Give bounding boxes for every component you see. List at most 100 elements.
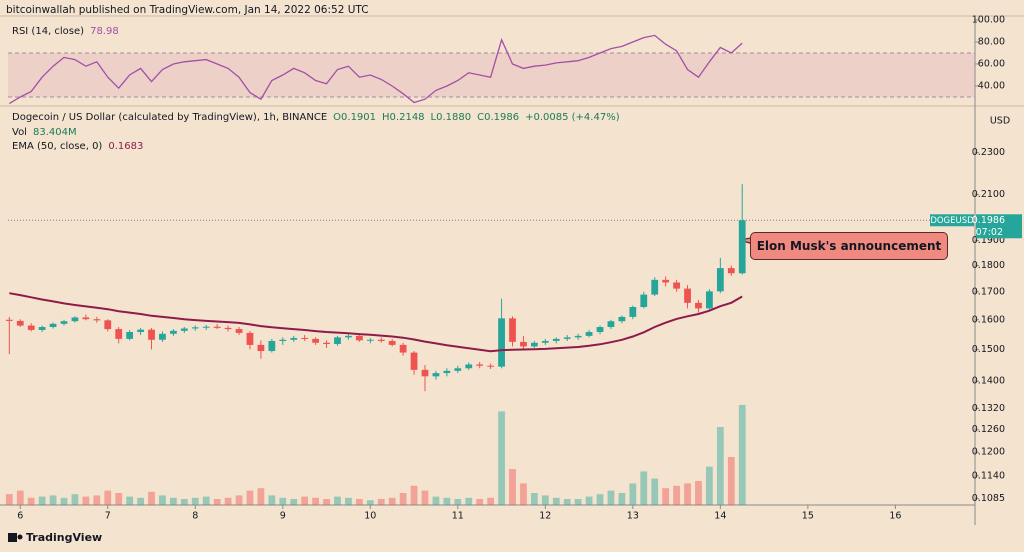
volume-bar: [618, 493, 626, 505]
candle-body: [520, 341, 527, 347]
time-tick-label: 7: [105, 511, 111, 522]
volume-bar: [5, 494, 13, 505]
price-tick-label: 0.1260: [972, 424, 1005, 435]
candle-body: [279, 339, 287, 341]
volume-bar: [563, 499, 571, 505]
volume-bar: [377, 499, 385, 505]
candle-body: [421, 369, 429, 377]
candle-body: [695, 302, 702, 309]
price-tick-label: 0.1900: [972, 235, 1005, 246]
publisher: bitcoinwallah published on TradingView.c…: [6, 4, 369, 16]
candle-body: [246, 332, 254, 345]
candle-body: [640, 294, 648, 307]
candle-body: [673, 282, 680, 289]
volume-bar: [159, 495, 166, 505]
candle-body: [465, 364, 473, 369]
candle-body: [148, 329, 155, 340]
volume-bar: [115, 493, 123, 505]
rsi-line: [8, 34, 743, 105]
volume-legend: Vol 83.404M: [12, 127, 83, 138]
volume-bar: [104, 490, 112, 505]
low-label: L0.1880: [430, 112, 472, 123]
candle-body: [530, 342, 538, 347]
rsi-tick-label: 80.00: [978, 36, 1005, 47]
change-label: +0.0085 (+4.47%): [525, 112, 620, 123]
candle-body: [27, 325, 35, 330]
symbol-tag-label: DOGEUSD: [930, 216, 974, 226]
volume-bar: [323, 499, 330, 505]
volume-bar: [520, 483, 527, 505]
volume-bar: [454, 499, 462, 505]
volume-bar: [148, 491, 155, 505]
candle-body: [607, 321, 615, 328]
volume-bar: [684, 483, 691, 505]
candle-body: [126, 332, 134, 339]
rsi-title: RSI (14, close): [12, 26, 85, 37]
volume-bar: [334, 496, 341, 505]
close-label: C0.1986: [477, 112, 520, 123]
candle-body: [498, 318, 505, 367]
candle-body: [454, 368, 462, 371]
ema-value: 0.1683: [108, 141, 144, 152]
volume-bar: [366, 500, 374, 505]
candle-body: [257, 344, 265, 352]
candle-body: [662, 279, 670, 283]
logo: [8, 533, 23, 542]
volume-bar: [257, 488, 265, 505]
symbol-title: Dogecoin / US Dollar (calculated by Trad…: [12, 112, 328, 123]
volume-bar: [443, 497, 451, 505]
candle-body: [716, 268, 724, 292]
volume-bar: [607, 490, 615, 505]
volume-bar: [574, 499, 582, 505]
time-tick-label: 15: [802, 511, 814, 522]
price-tick-label: 0.1500: [972, 344, 1005, 355]
volume-bar: [530, 493, 538, 505]
volume-bar: [738, 404, 746, 505]
volume-bar: [312, 497, 319, 505]
candle-body: [60, 321, 68, 324]
volume-bar: [727, 457, 735, 505]
candle-body: [432, 373, 440, 377]
candle-body: [323, 342, 330, 344]
volume-bar: [71, 494, 79, 505]
volume-bar: [651, 478, 659, 505]
candle-body: [16, 320, 24, 326]
candle-body: [202, 326, 210, 328]
volume-bar: [49, 495, 57, 505]
time-tick-label: 16: [889, 511, 901, 522]
candle-body: [224, 327, 232, 330]
candle-body: [180, 328, 188, 331]
price-tick-label: 0.1600: [972, 314, 1005, 325]
volume-bar: [695, 481, 702, 505]
open-label: O0.1901: [333, 112, 377, 123]
price-tick-label: 0.2100: [972, 189, 1005, 200]
candle-body: [738, 220, 746, 274]
brand: TradingView: [26, 531, 102, 544]
volume-bar: [170, 497, 177, 505]
price-tick-label: 0.1140: [972, 470, 1005, 481]
rsi-legend: RSI (14, close) 78.98: [12, 26, 125, 37]
volume-bar: [421, 490, 429, 505]
volume-bar: [662, 488, 670, 505]
candle-body: [301, 337, 309, 339]
price-tag-label: 0.1986: [972, 215, 1005, 226]
candle-body: [651, 279, 659, 295]
ema-title: EMA (50, close, 0): [12, 141, 103, 152]
candle-body: [727, 268, 735, 274]
volume-bar: [410, 485, 418, 505]
price-tick-label: 0.1320: [972, 403, 1005, 414]
candle-body: [82, 317, 90, 320]
volume-bar: [268, 495, 276, 505]
volume-bar: [673, 485, 680, 505]
volume-bar: [60, 497, 68, 505]
candle-body: [541, 340, 549, 343]
candle-body: [574, 335, 582, 338]
annotation: Elon Musk's announcement: [750, 232, 948, 260]
ema-legend: EMA (50, close, 0) 0.1683: [12, 141, 149, 152]
volume-bar: [191, 497, 199, 505]
candle-body: [49, 323, 57, 328]
candle-body: [410, 352, 418, 370]
rsi-tick-label: 100.00: [972, 14, 1005, 25]
